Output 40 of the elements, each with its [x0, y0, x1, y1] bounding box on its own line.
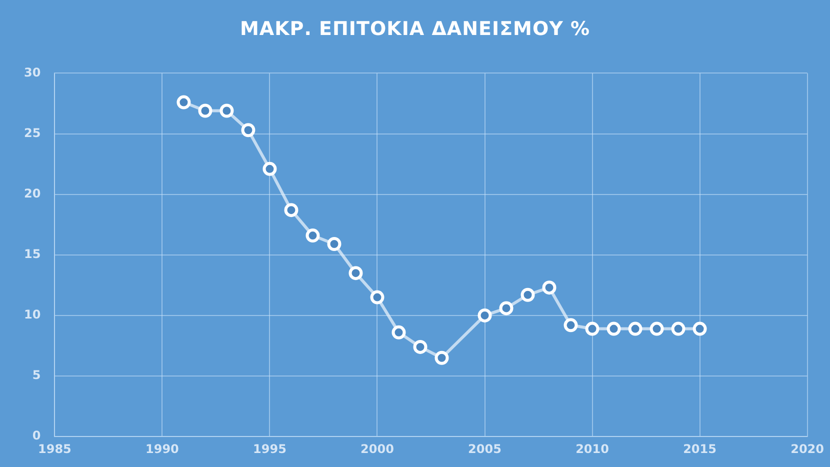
- point: [413, 340, 428, 354]
- x-tick-label: 1990: [146, 442, 179, 456]
- y-tick-label: 15: [24, 247, 41, 262]
- x-tick-label: 1995: [253, 442, 286, 456]
- point: [262, 162, 277, 176]
- point: [606, 322, 621, 336]
- point: [241, 123, 256, 138]
- point: [542, 280, 556, 295]
- point: [671, 322, 686, 336]
- y-tick-label: 5: [32, 368, 41, 382]
- point: [692, 322, 707, 336]
- y-tick-label: 20: [24, 186, 41, 200]
- point: [176, 95, 191, 110]
- x-tick-label: 2000: [360, 442, 394, 456]
- point: [306, 228, 320, 243]
- point: [650, 322, 664, 336]
- point: [564, 318, 578, 332]
- point: [585, 322, 600, 336]
- point: [348, 266, 363, 280]
- point: [392, 325, 406, 340]
- y-tick-label: 10: [24, 308, 41, 322]
- point: [284, 203, 298, 218]
- point: [499, 301, 514, 316]
- x-tick-label: 2020: [790, 442, 824, 456]
- point: [520, 288, 535, 302]
- point: [370, 290, 384, 304]
- y-tick-label: 30: [24, 65, 41, 80]
- point: [327, 237, 342, 251]
- point: [220, 104, 234, 118]
- point: [434, 350, 449, 365]
- x-tick-label: 1985: [38, 442, 72, 456]
- point: [478, 308, 492, 322]
- point: [198, 104, 212, 118]
- x-tick-label: 2010: [576, 442, 609, 456]
- chart-title: ΜΑΚΡ. ΕΠΙΤΟΚΙΑ ΔΑΝΕΙΣΜΟΥ %: [238, 18, 592, 40]
- point: [628, 322, 642, 336]
- x-tick-label: 2015: [683, 442, 716, 456]
- y-tick-label: 25: [24, 126, 41, 140]
- x-tick-label: 2005: [468, 442, 502, 456]
- y-tick-label: 0: [32, 428, 41, 443]
